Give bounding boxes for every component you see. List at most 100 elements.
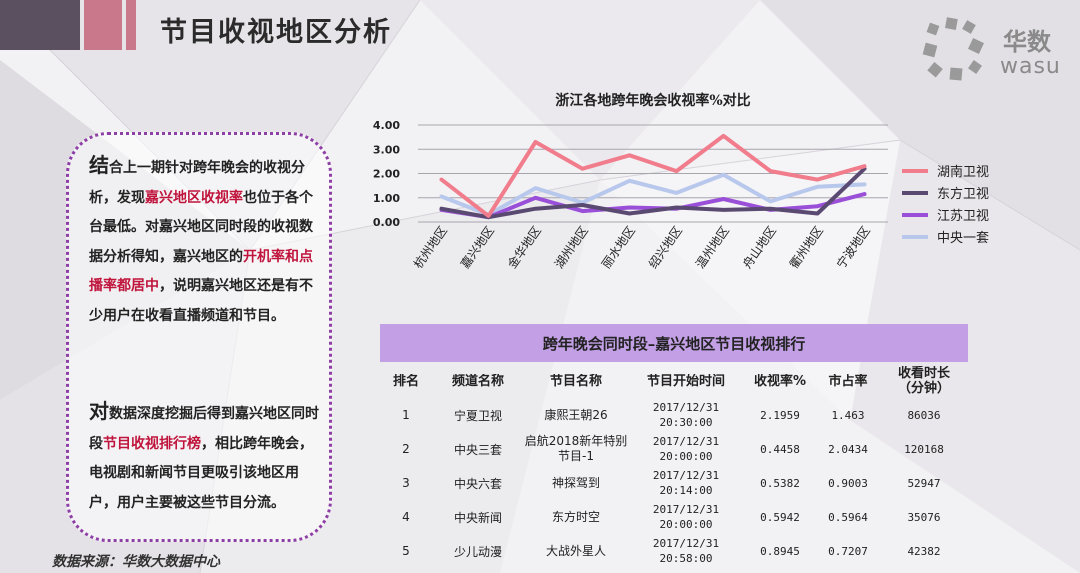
x-tick-label: 温州地区 (693, 224, 732, 271)
cell-start-time: 2017/12/31 20:00:00 (628, 434, 744, 464)
series-line (439, 192, 867, 220)
cell-rating: 0.4458 (760, 442, 800, 456)
cell-start-time: 2017/12/31 20:30:00 (628, 400, 744, 430)
cell-channel: 中央三套 (453, 442, 502, 457)
series-line (439, 172, 867, 217)
paragraph-2-text-1: 数据深度挖掘后得到嘉兴地区同时段 (89, 406, 319, 452)
cell-start-date: 2017/12/31 (652, 435, 720, 448)
cell-watch-minutes: 52947 (907, 476, 941, 490)
cell-watch-minutes: 35076 (907, 510, 941, 524)
paragraph-2-lead: 对 (89, 399, 109, 423)
cell-rank: 2 (402, 442, 410, 456)
cell-rating: 0.8945 (760, 544, 800, 558)
program-line: 康熙王朝26 (544, 407, 608, 422)
header-rating: 收视率% (753, 373, 807, 389)
cell-rating: 0.5382 (760, 476, 800, 490)
cell-watch-minutes: 42382 (907, 544, 941, 558)
table-row: 5 少儿动漫 大战外星人 2017/12/31 20:58:00 0.8945 0.7207… (380, 534, 968, 568)
analysis-paragraph-1: 结合上一期针对跨年晚会的收视分析，发现嘉兴地区收视率也位于各个台最低。对嘉兴地区… (89, 151, 321, 331)
program-line: 大战外星人 (545, 543, 606, 558)
x-tick-label: 湖州地区 (551, 223, 591, 271)
x-tick-label: 丽水地区 (599, 224, 638, 271)
cell-share: 0.9003 (828, 476, 868, 490)
table-row: 1 宁夏卫视 康熙王朝26 2017/12/31 20:30:00 2.1959 1.463… (380, 398, 968, 432)
y-tick-label: 2.00 (373, 168, 400, 181)
cell-rank: 3 (402, 476, 410, 490)
program-line: 东方时空 (551, 509, 600, 524)
header-watch-minutes-a: 收看时长 (897, 366, 950, 381)
cell-rank: 4 (402, 510, 410, 524)
paragraph-2-text-2: ，相比跨年晚会，电视剧和新闻节目更吸引该地区用户，用户主要被这些节目分流。 (89, 435, 313, 511)
table-row: 4 中央新闻 东方时空 2017/12/31 20:00:00 0.5942 0.5964 3… (380, 500, 968, 534)
cell-watch-minutes: 86036 (907, 408, 941, 422)
cell-start-clock: 20:14:00 (659, 484, 713, 497)
y-tick-label: 1.00 (373, 192, 400, 205)
chart-title: 浙江各地跨年晚会收视率%对比 (555, 92, 750, 109)
y-tick-label: 3.00 (373, 143, 400, 156)
paragraph-1-text-1: 合上一期针对跨年晚会的收视分析，发现 (89, 160, 305, 206)
table-row: 3 中央六套 神探驾到 2017/12/31 20:14:00 0.5382 0.9003 5… (380, 466, 968, 500)
ratings-line-chart: 浙江各地跨年晚会收视率%对比 4.00 3.00 2.00 1.00 0.00 杭州地区 嘉兴… (373, 92, 989, 271)
cell-rank: 1 (402, 408, 410, 422)
x-tick-label: 宁波地区 (833, 223, 873, 271)
logo-name: 华数 (1003, 28, 1051, 56)
cell-channel: 少儿动漫 (453, 544, 502, 559)
x-tick-label: 嘉兴地区 (458, 224, 497, 271)
series-line (439, 166, 867, 220)
paragraph-1-highlight-1: 嘉兴地区收视率 (145, 189, 243, 206)
header-rank: 排名 (392, 373, 419, 389)
x-tick-label: 绍兴地区 (646, 224, 685, 271)
header-accent-pink-thin (126, 0, 136, 50)
program-line: 神探驾到 (551, 475, 600, 490)
paragraph-1-highlight-2: 开机率和点播率都居中 (89, 248, 313, 295)
cell-start-clock: 20:00:00 (659, 450, 713, 463)
cell-rating: 2.1959 (760, 408, 800, 422)
cell-channel: 中央新闻 (453, 510, 502, 525)
wasu-logo-icon (922, 17, 984, 81)
cell-start-time: 2017/12/31 20:00:00 (628, 502, 744, 532)
x-tick-label: 杭州地区 (410, 223, 450, 271)
ranking-table: 排名 频道名称 节目名称 节目开始时间 收视率% 市占率 收看时长 （分钟） 1… (380, 364, 968, 568)
header-accent-pink (84, 0, 122, 50)
cell-channel: 中央六套 (453, 476, 502, 491)
y-tick-label: 0.00 (373, 216, 400, 229)
analysis-textbox: 结合上一期针对跨年晚会的收视分析，发现嘉兴地区收视率也位于各个台最低。对嘉兴地区… (66, 132, 332, 542)
cell-channel: 宁夏卫视 (453, 408, 502, 423)
cell-rating: 0.5942 (760, 510, 800, 524)
table-row: 2 中央三套 启航2018新年特别 节目-1 2017/12/31 20:00:00 0.4… (380, 432, 968, 466)
program-line-a: 启航2018新年特别 (524, 434, 628, 448)
cell-share: 0.5964 (828, 510, 868, 524)
cell-program: 康熙王朝26 (524, 408, 628, 423)
page-title: 节目收视地区分析 (160, 17, 392, 48)
cell-share: 0.7207 (828, 544, 868, 558)
cell-share: 1.463 (831, 408, 865, 422)
x-tick-label: 衢州地区 (787, 224, 826, 271)
legend-label: 东方卫视 (937, 186, 989, 202)
header-watch-minutes: 收看时长 （分钟） (880, 366, 968, 396)
ranking-table-header: 排名 频道名称 节目名称 节目开始时间 收视率% 市占率 收看时长 （分钟） (380, 364, 968, 398)
header-accent-dark (0, 0, 80, 50)
cell-rank: 5 (402, 544, 410, 558)
x-tick-label: 舟山地区 (740, 224, 779, 271)
header-share: 市占率 (828, 373, 868, 389)
data-source: 数据来源：华数大数据中心 (52, 554, 220, 570)
cell-share: 2.0434 (828, 442, 868, 456)
paragraph-2-highlight-1: 节目收视排行榜 (103, 435, 201, 452)
ranking-table-title: 跨年晚会同时段–嘉兴地区节目收视排行 (380, 324, 968, 362)
y-tick-label: 4.00 (373, 119, 400, 132)
header-channel: 频道名称 (451, 373, 504, 389)
cell-start-clock: 20:30:00 (659, 416, 713, 429)
paragraph-1-text-2: 也位于各个台最低。对嘉兴地区同时段的收视数据分析得知，嘉兴地区的 (89, 189, 313, 265)
cell-program: 启航2018新年特别 节目-1 (524, 434, 628, 464)
cell-program: 神探驾到 (524, 476, 628, 491)
cell-start-clock: 20:00:00 (659, 518, 713, 531)
legend-label: 湖南卫视 (937, 164, 989, 180)
paragraph-1-text-3: ，说明嘉兴地区还是有不少用户在收看直播频道和节目。 (89, 278, 313, 324)
cell-start-date: 2017/12/31 (652, 401, 720, 414)
x-tick-label: 金华地区 (504, 223, 544, 271)
logo-en: wasu (1000, 54, 1061, 79)
cell-program: 大战外星人 (524, 544, 628, 559)
paragraph-1-lead: 结 (89, 153, 109, 177)
series-line (439, 133, 867, 218)
cell-watch-minutes: 120168 (904, 442, 944, 456)
